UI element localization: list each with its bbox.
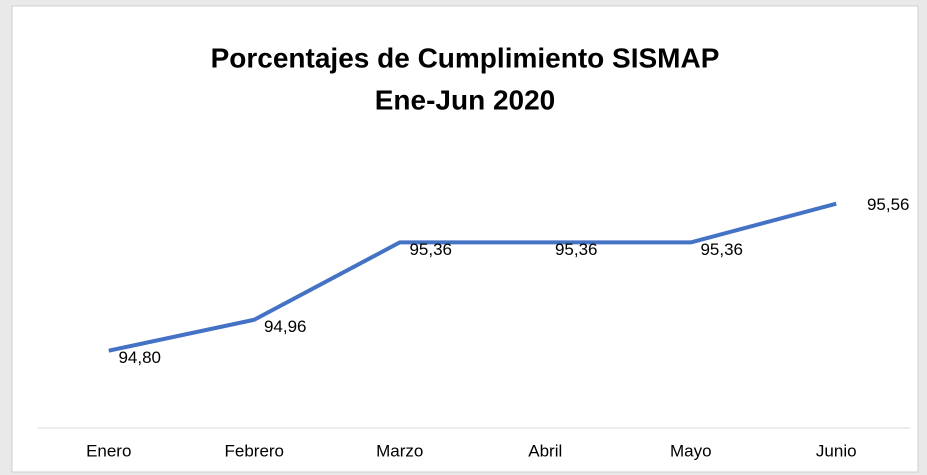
data-label: 95,36 — [700, 240, 743, 259]
chart-area — [11, 5, 919, 473]
x-tick-label: Febrero — [224, 441, 284, 460]
x-tick-label: Abril — [528, 441, 562, 460]
data-label: 95,56 — [867, 195, 910, 214]
data-label: 95,36 — [409, 240, 452, 259]
x-tick-label: Junio — [816, 441, 857, 460]
data-label: 94,96 — [264, 317, 307, 336]
x-tick-label: Marzo — [376, 441, 423, 460]
data-line — [108, 201, 837, 353]
data-label: 94,80 — [118, 348, 161, 367]
chart-subtitle: Ene-Jun 2020 — [375, 84, 556, 115]
data-label: 95,36 — [555, 240, 598, 259]
chart-title: Porcentajes de Cumplimiento SISMAP — [211, 42, 720, 73]
x-tick-label: Enero — [86, 441, 131, 460]
x-tick-label: Mayo — [670, 441, 712, 460]
